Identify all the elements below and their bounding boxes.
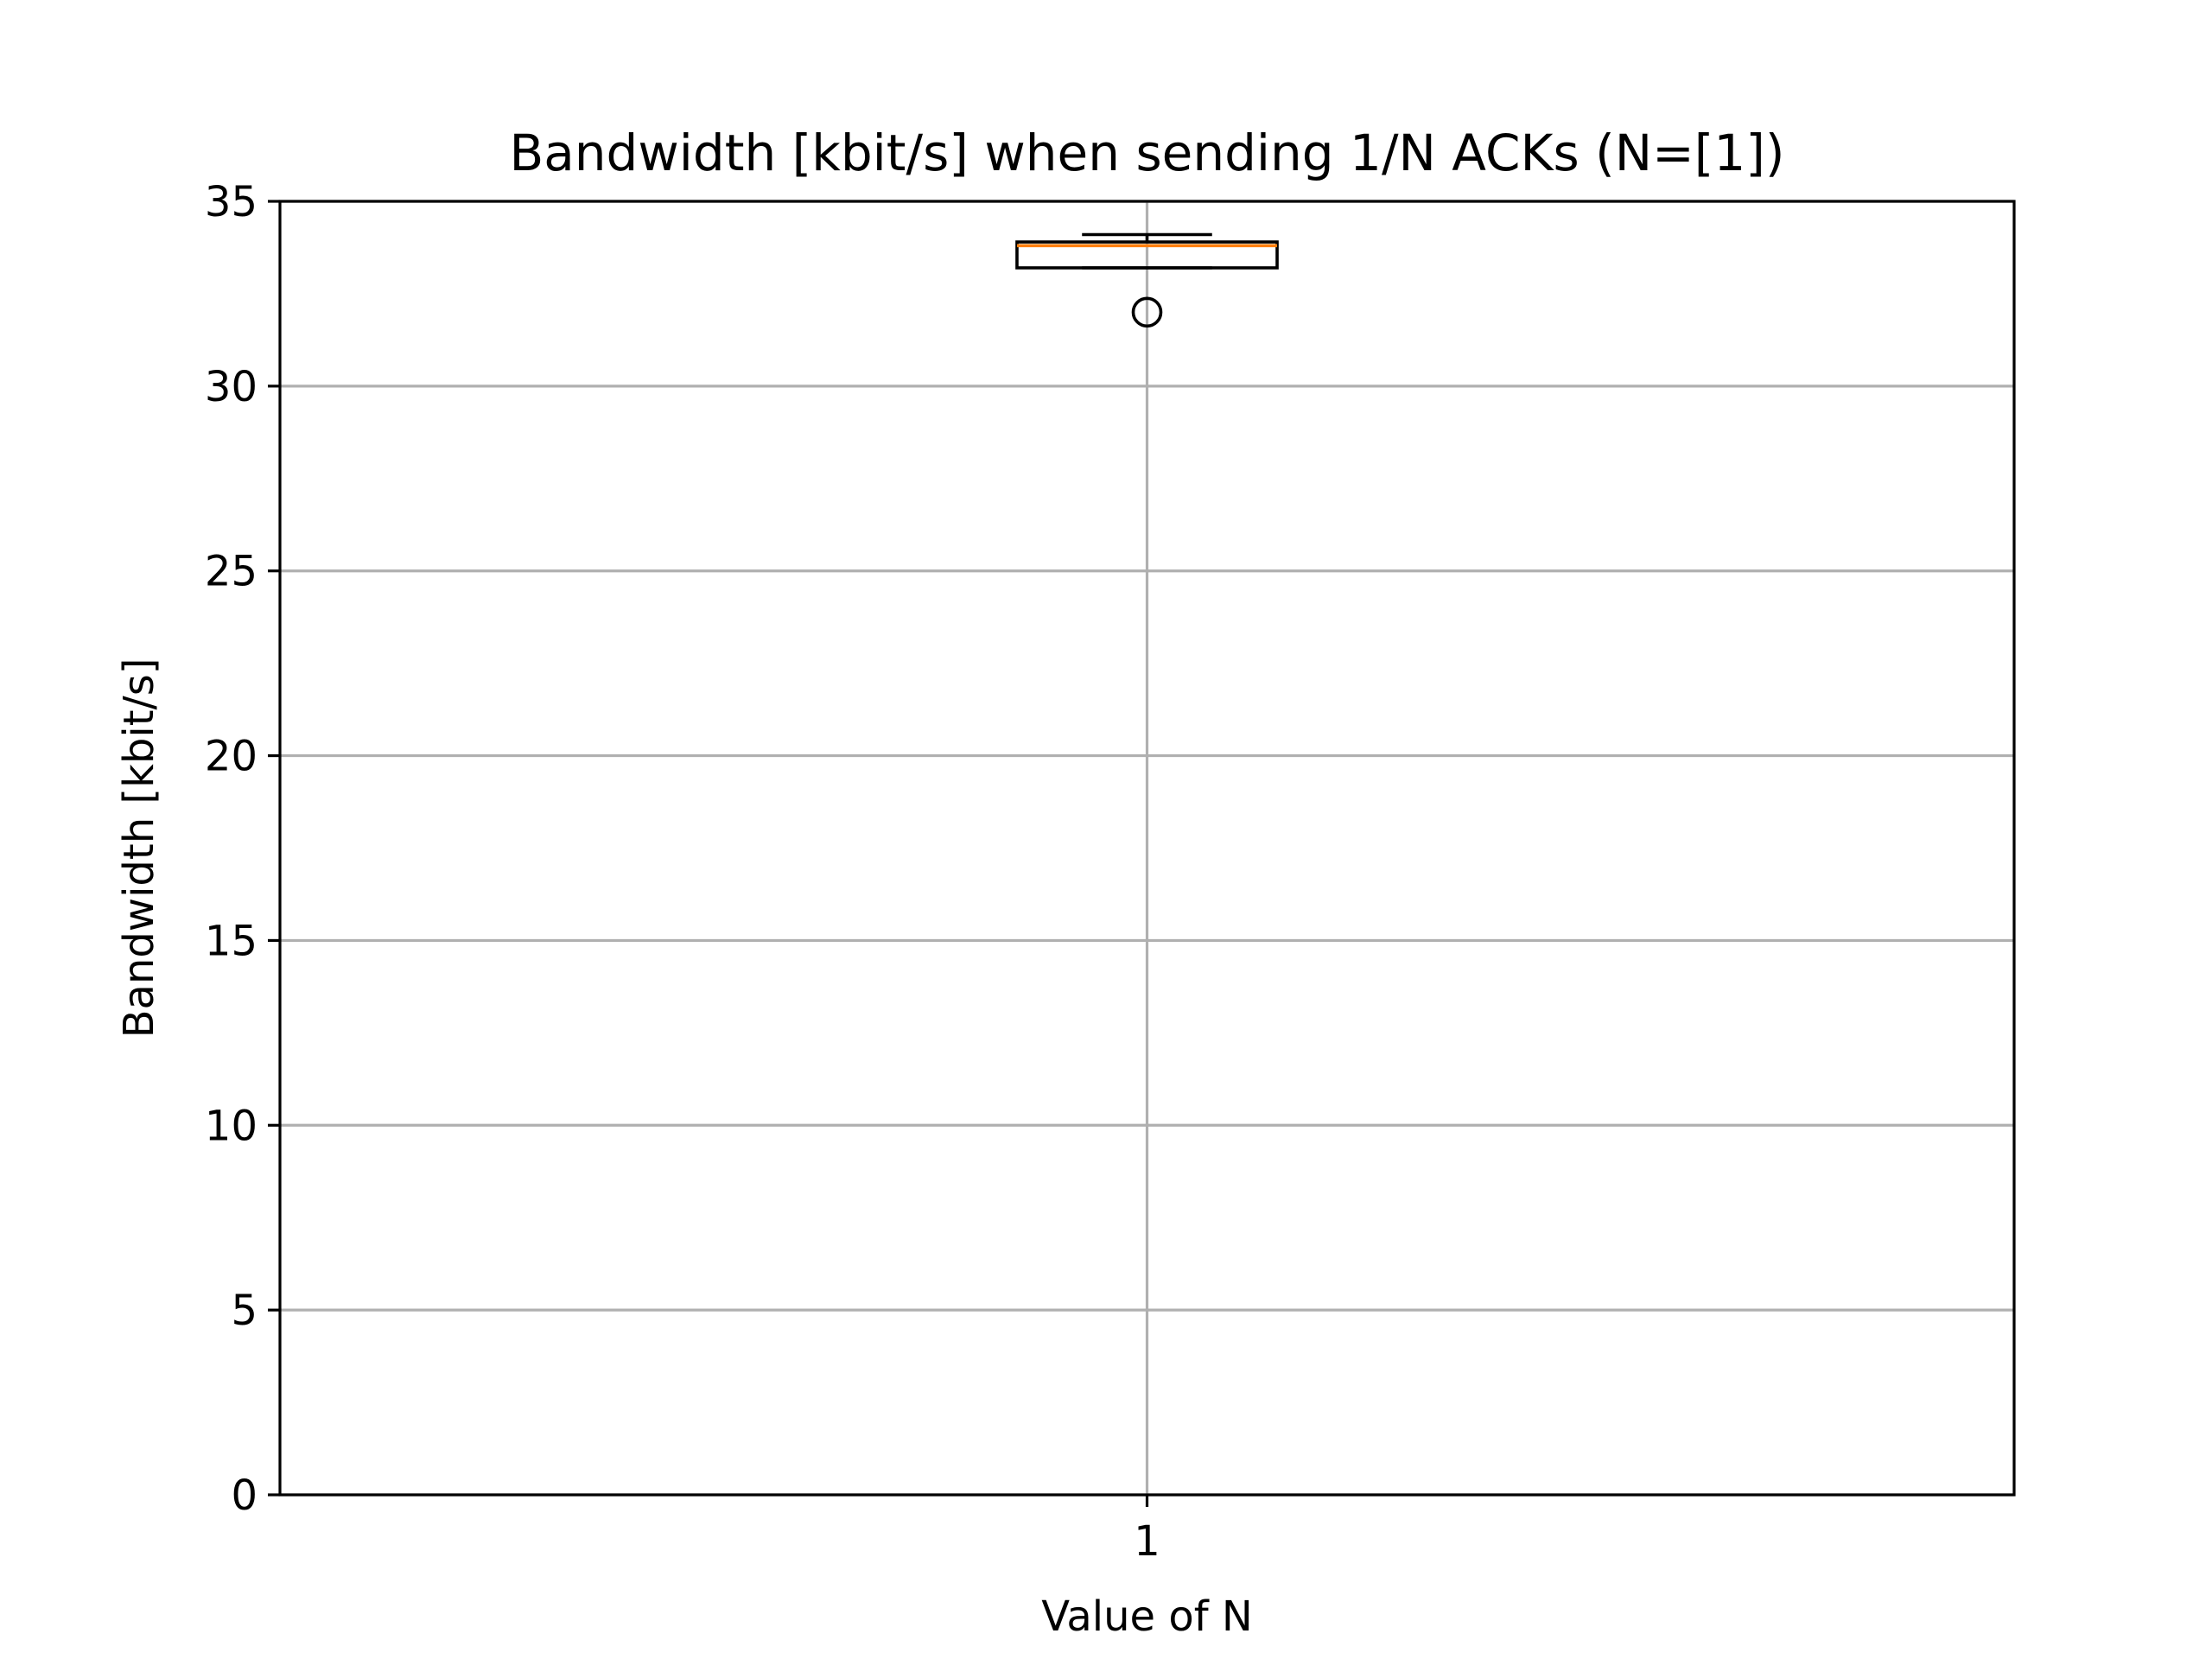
y-axis-label: Bandwidth [kbit/s] <box>115 658 163 1039</box>
y-tick-label: 5 <box>231 1287 257 1335</box>
box-iqr <box>1015 240 1279 270</box>
x-axis-label: Value of N <box>1041 1592 1253 1641</box>
y-tick-label: 0 <box>231 1471 257 1520</box>
outlier-point <box>1131 296 1163 328</box>
axis-layer: 0 5 10 15 20 25 30 35 1 <box>205 178 1160 1566</box>
y-tick-label: 20 <box>205 733 257 781</box>
x-tick-label: 1 <box>1134 1517 1160 1566</box>
chart-title: Bandwidth [kbit/s] when sending 1/N ACKs… <box>509 124 1784 182</box>
y-tick-label: 15 <box>205 917 257 965</box>
y-tick-label: 25 <box>205 548 257 596</box>
box-layer <box>1015 232 1279 328</box>
y-tick-label: 35 <box>205 178 257 226</box>
y-tick-label: 10 <box>205 1102 257 1150</box>
y-tick-label: 30 <box>205 363 257 411</box>
grid-layer <box>280 200 2014 1497</box>
